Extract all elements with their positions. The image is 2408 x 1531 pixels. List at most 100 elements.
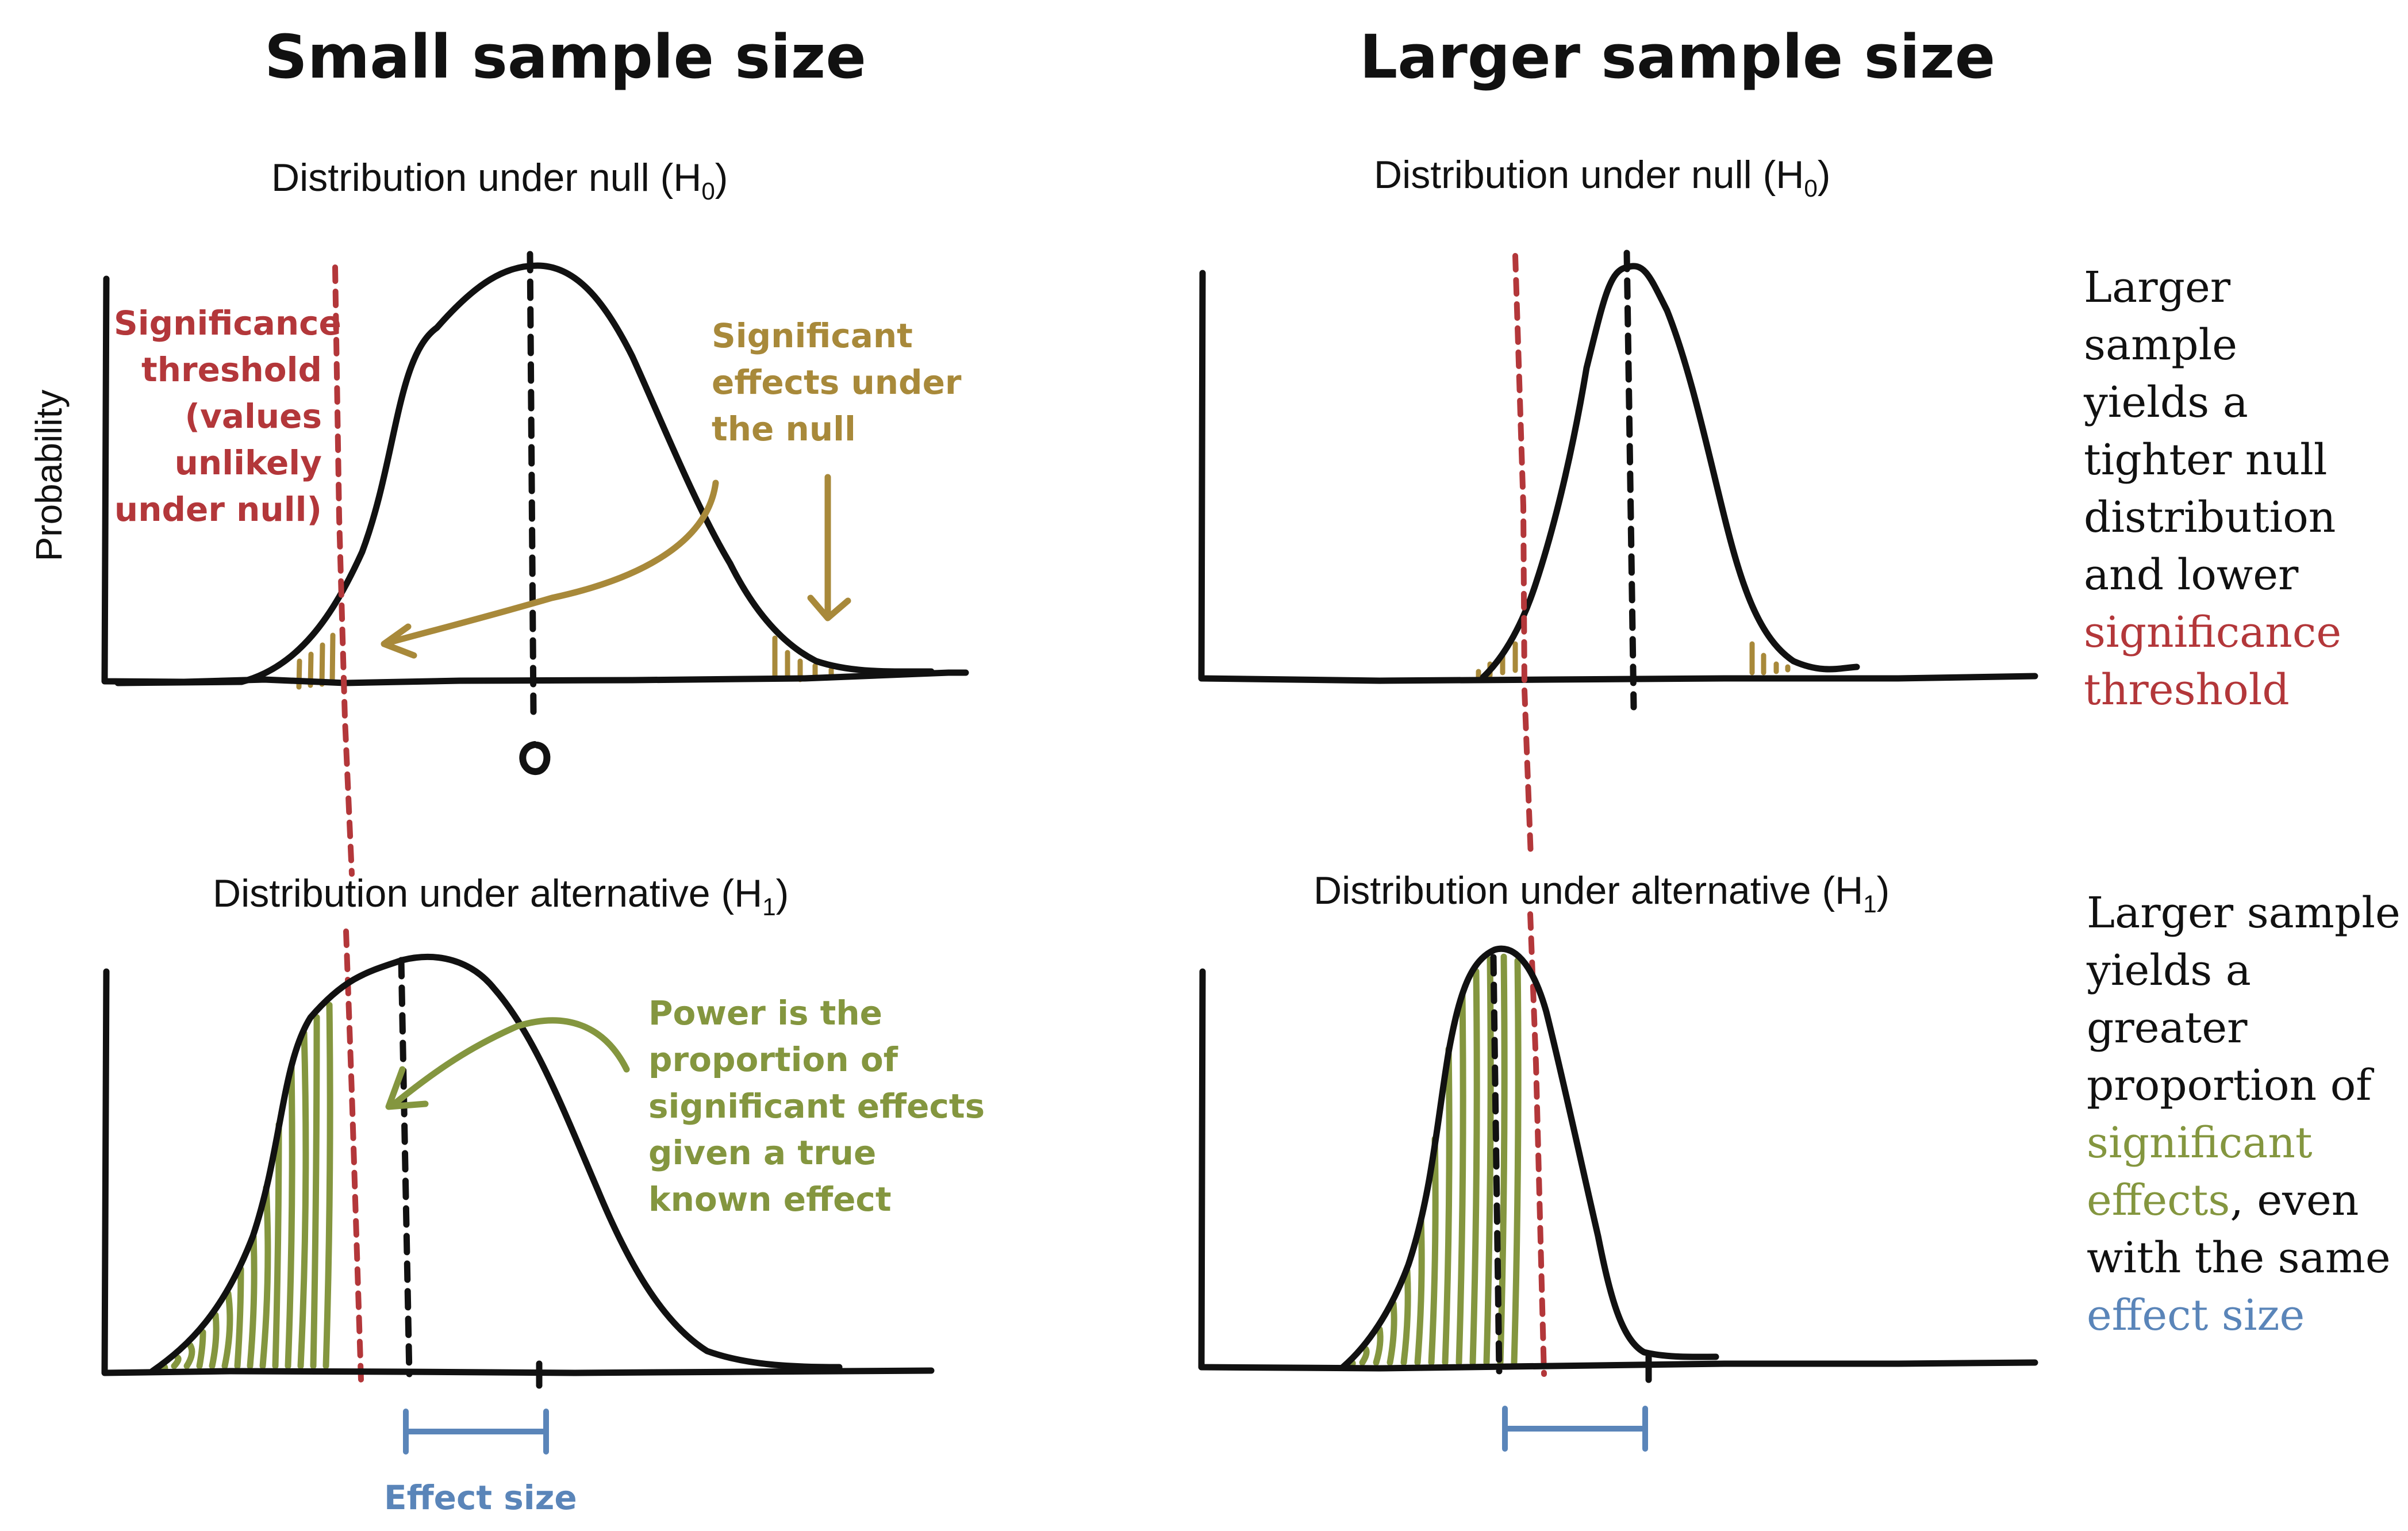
power-hatch-stroke — [1497, 953, 1508, 1366]
power-hatch-right — [1345, 953, 1522, 1369]
subtitle-suffix: ) — [1817, 153, 1831, 197]
effect-size-bar-right — [1502, 1406, 1648, 1452]
note-highlight-effect-size: effect size — [2087, 1291, 2305, 1340]
note-highlight-effects: effects — [2087, 1176, 2230, 1225]
note-line: with the same — [2087, 1233, 2391, 1283]
power-hatch-stroke — [1414, 1215, 1425, 1366]
alt-mean-line-right — [1490, 954, 1503, 1375]
null-mean-line-right — [1623, 250, 1637, 711]
power-annotation-line: given a true — [648, 1133, 877, 1172]
null-effects-annotation: Significant effects under the null — [712, 313, 962, 452]
power-hatch-stroke — [1428, 1135, 1439, 1366]
threshold-annotation-line: under null) — [114, 490, 322, 529]
power-hatch-stroke — [1400, 1267, 1411, 1366]
subtitle-alt-sub: 1 — [762, 893, 776, 920]
threshold-line-left — [332, 264, 355, 877]
threshold-annotation: Significance threshold (values unlikely … — [114, 300, 341, 533]
subtitle-null-sub: 0 — [1804, 174, 1818, 202]
null-effects-annotation-line: Significant — [712, 316, 913, 355]
subtitle-alt-left: Distribution under alternative (H1) — [213, 871, 789, 921]
note-line: Larger — [2084, 263, 2231, 312]
power-hatch-stroke — [1455, 992, 1466, 1366]
threshold-annotation-line: (values — [185, 397, 322, 436]
power-hatch-stroke — [209, 1311, 220, 1369]
null-effects-curved-arrow-head — [381, 623, 417, 659]
power-hatch-stroke — [1469, 968, 1480, 1366]
power-hatch-stroke — [297, 1030, 309, 1369]
effect-size-bar-left — [403, 1409, 549, 1455]
subtitle-suffix: ) — [1876, 869, 1890, 912]
null-curve-left — [114, 262, 935, 686]
note-line: sample — [2084, 320, 2238, 370]
threshold-line-right-lower — [1527, 911, 1547, 1377]
null-effects-annotation-line: effects under — [712, 363, 962, 402]
power-hatch-stroke — [234, 1266, 244, 1369]
null-curve-right — [1480, 263, 1860, 681]
note-line: tighter null — [2084, 435, 2328, 485]
threshold-annotation-line: Significance — [114, 304, 341, 343]
note-greater-proportion: Larger sample yields a greater proportio… — [2087, 884, 2401, 1344]
power-annotation-line: Power is the — [648, 993, 883, 1033]
power-annotation-line: proportion of — [648, 1040, 898, 1079]
power-hatch-stroke — [259, 1184, 271, 1369]
note-line: Larger sample — [2087, 888, 2401, 938]
power-annotation-line: known effect — [648, 1180, 892, 1219]
note-line: distribution — [2084, 493, 2336, 542]
subtitle-alt-text: Distribution under alternative (H — [213, 872, 763, 915]
null-mean-line-left — [527, 251, 537, 716]
power-hatch-stroke — [285, 1064, 295, 1369]
alt-curve-left — [149, 954, 843, 1375]
zero-tick-mark — [519, 741, 551, 775]
subtitle-alt-right: Distribution under alternative (H1) — [1314, 868, 1889, 918]
alt-mean-line-left — [398, 957, 413, 1377]
note-line: yields a — [2087, 946, 2251, 995]
power-annotation: Power is the proportion of significant e… — [648, 990, 985, 1223]
subtitle-null-text: Distribution under null (H — [271, 156, 702, 199]
subtitle-suffix: ) — [775, 872, 789, 915]
note-tighter-null: Larger sample yields a tighter null dist… — [2084, 259, 2341, 719]
power-hatch-stroke — [1483, 956, 1494, 1366]
axes-top-right — [1198, 270, 2038, 684]
note-line: proportion of — [2087, 1061, 2372, 1110]
power-arrow-left — [385, 1017, 630, 1110]
note-line: greater — [2087, 1003, 2248, 1053]
note-line-effects: effects, even — [2087, 1172, 2401, 1229]
title-small-sample: Small sample size — [264, 22, 866, 92]
subtitle-null-left: Distribution under null (H0) — [271, 155, 728, 205]
power-hatch-stroke — [272, 1121, 282, 1369]
power-hatch-stroke — [183, 1342, 195, 1369]
subtitle-null-text: Distribution under null (H — [1374, 153, 1804, 197]
axes-bottom-right — [1198, 968, 2038, 1372]
title-larger-sample: Larger sample size — [1359, 22, 1996, 92]
subtitle-alt-text: Distribution under alternative (H — [1314, 869, 1864, 912]
threshold-line-right — [1512, 253, 1534, 859]
subtitle-alt-sub: 1 — [1863, 890, 1877, 918]
note-line: and lower — [2084, 550, 2299, 600]
null-effects-down-arrow — [807, 474, 851, 621]
note-text-even: , even — [2230, 1176, 2359, 1225]
subtitle-suffix: ) — [715, 156, 728, 199]
power-hatch-stroke — [322, 1002, 333, 1369]
power-hatch-stroke — [310, 1014, 320, 1369]
power-hatch-stroke — [171, 1354, 182, 1369]
null-effects-annotation-line: the null — [712, 409, 856, 448]
power-annotation-line: significant effects — [648, 1087, 985, 1126]
power-hatch-stroke — [1511, 957, 1522, 1366]
axes-bottom-left — [101, 968, 935, 1376]
power-hatch-left — [158, 1002, 333, 1372]
power-hatch-stroke — [196, 1329, 206, 1369]
power-hatch-stroke — [1442, 1046, 1453, 1366]
note-highlight-significance: significance — [2084, 608, 2342, 657]
threshold-annotation-line: threshold — [141, 350, 322, 389]
subtitle-null-sub: 0 — [701, 177, 715, 205]
note-line: yields a — [2084, 378, 2248, 427]
note-highlight-threshold: threshold — [2084, 665, 2290, 715]
null-effects-curved-arrow — [385, 479, 719, 646]
power-hatch-stroke — [221, 1290, 233, 1369]
effect-size-label: Effect size — [384, 1478, 577, 1517]
power-hatch-stroke — [1387, 1300, 1397, 1366]
null-hatch-right-tail — [772, 635, 834, 682]
alt-curve-right — [1339, 945, 1719, 1371]
subtitle-null-right: Distribution under null (H0) — [1374, 152, 1830, 202]
